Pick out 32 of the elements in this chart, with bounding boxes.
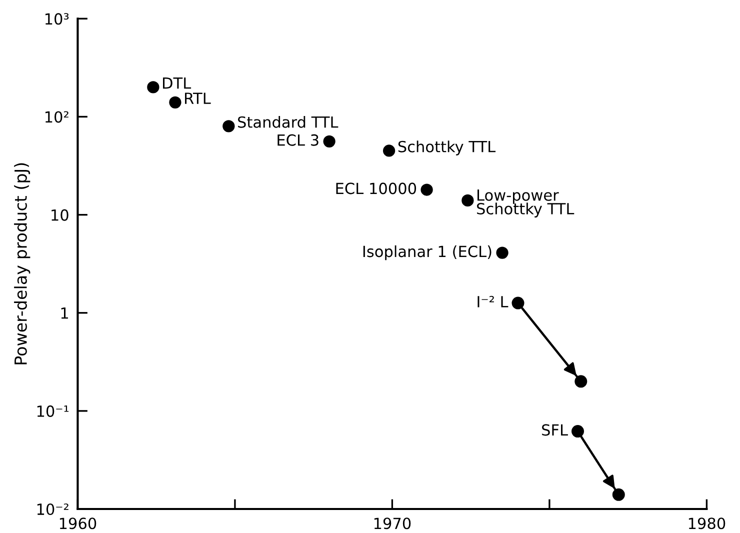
y-tick-label: 10³ <box>45 13 69 25</box>
point <box>147 81 160 94</box>
y-tick-label: 10 <box>52 209 68 221</box>
point <box>323 135 336 148</box>
point <box>169 96 182 108</box>
annotation: SFL <box>542 424 568 436</box>
point <box>496 246 508 259</box>
annotation: ECL 10000 <box>336 182 416 194</box>
y-tick-label: 1 <box>61 308 68 319</box>
annotation: RTL <box>185 92 211 104</box>
x-tick-label: 1980 <box>688 518 726 530</box>
x-tick-label: 1960 <box>60 518 96 530</box>
annotation: Standard TTL <box>238 116 338 128</box>
annotation: Schottky TTL <box>398 140 496 156</box>
x-tick-label: 1970 <box>374 518 411 530</box>
annotation: DTL <box>163 78 192 89</box>
y-axis-title: Power-delay product (pJ) <box>14 163 30 364</box>
point <box>462 194 474 207</box>
point <box>222 120 235 132</box>
annotation: Low-power Schottky TTL <box>477 190 574 218</box>
point <box>572 425 584 438</box>
annotation: I⁻² L <box>478 296 508 308</box>
y-tick-label: 10⁻² <box>37 503 68 516</box>
point <box>382 144 396 157</box>
y-tick-label: 10² <box>45 111 68 123</box>
point <box>574 375 588 388</box>
annotation: Isoplanar 1 (ECL) <box>363 245 492 260</box>
point <box>612 488 625 501</box>
annotation: ECL 3 <box>278 134 318 146</box>
point <box>420 184 433 196</box>
y-tick-label: 10⁻¹ <box>37 405 69 417</box>
point <box>512 296 524 310</box>
